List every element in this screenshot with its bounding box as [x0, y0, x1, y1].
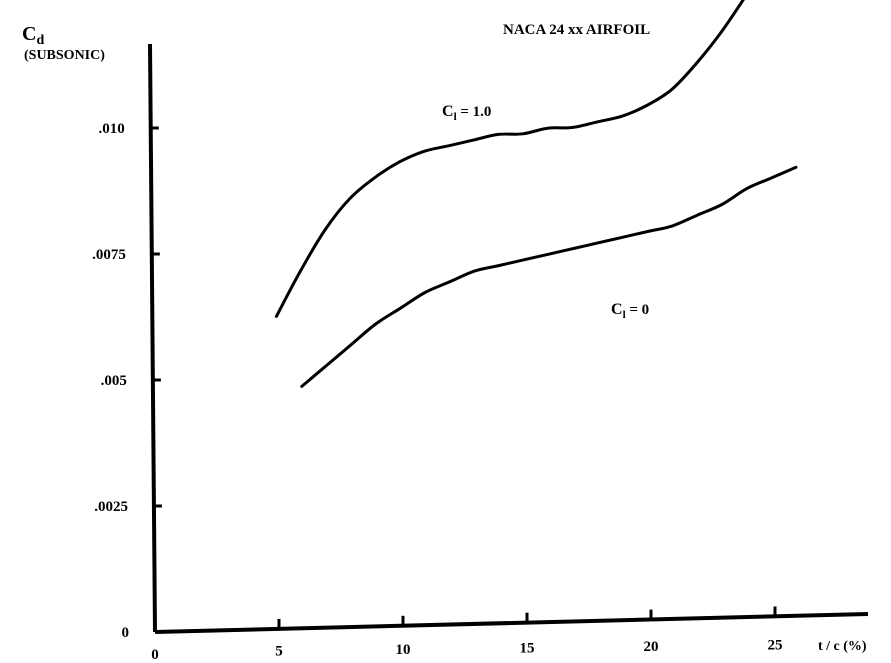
chart-title: NACA 24 xx AIRFOIL — [503, 22, 650, 38]
y-ticks: 0 .0025 .005 .0075 .010 — [92, 121, 162, 641]
y-tick-label: .010 — [99, 121, 125, 137]
x-tick-label: 10 — [396, 642, 411, 658]
y-axis-label: Cd — [22, 23, 44, 48]
x-tick-label: 5 — [275, 644, 283, 660]
y-axis-line — [148, 43, 157, 633]
x-ticks: 0 5 10 15 20 25 — [151, 606, 783, 663]
x-tick-label: 25 — [768, 638, 783, 654]
y-tick-label: .0025 — [94, 499, 128, 515]
series-label-cl-1-main: C — [442, 103, 454, 120]
x-axis-label: t / c (%) — [818, 639, 867, 654]
y-axis-qualifier: (SUBSONIC) — [24, 48, 105, 63]
x-tick-label: 20 — [644, 639, 659, 655]
series-line-cl-0 — [300, 165, 798, 388]
y-tick-label: .005 — [101, 373, 127, 389]
y-tick-label: 0 — [122, 625, 130, 641]
series-label-cl-1: Cl = 1.0 — [442, 103, 491, 123]
y-axis-label-subscript: d — [36, 33, 44, 48]
series-label-cl-0-main: C — [611, 301, 623, 318]
series-label-cl-1-sub: l — [454, 111, 457, 123]
x-axis-line — [154, 612, 869, 634]
series-layer — [274, 0, 798, 388]
y-tick-label: .0075 — [92, 247, 126, 263]
x-tick-label: 15 — [520, 641, 535, 657]
series-label-cl-0: Cl = 0 — [611, 301, 649, 321]
series-line-cl-1 — [274, 0, 745, 318]
series-label-cl-0-rest: = 0 — [626, 302, 650, 318]
y-axis-label-main: C — [22, 23, 36, 45]
x-tick-label: 0 — [151, 647, 159, 663]
series-label-cl-1-rest: = 1.0 — [457, 104, 492, 120]
series-label-cl-0-sub: l — [623, 309, 626, 321]
